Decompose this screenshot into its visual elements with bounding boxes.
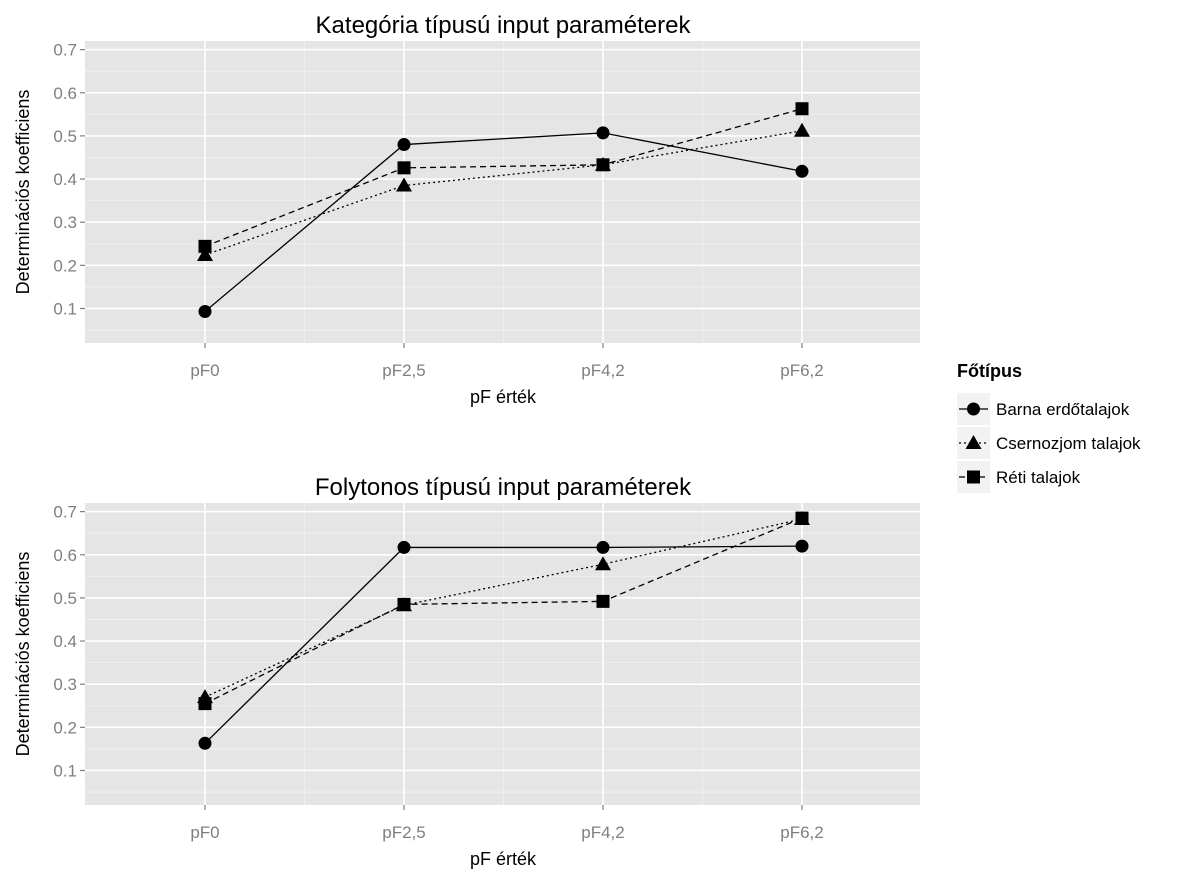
y-tick-label: 0.6 <box>53 546 77 565</box>
legend-key-square <box>967 470 980 484</box>
legend: Főtípus Barna erdőtalajok Csernozjom tala… <box>957 361 1141 493</box>
chart-panel-bottom: Folytonos típusú input paraméterek 0.10.… <box>13 474 920 869</box>
data-point-reti-talajok <box>795 102 809 116</box>
legend-item-barna-erdotalajok: Barna erdőtalajok <box>957 393 1130 425</box>
series-line-barna-erdotalajok-bottom <box>204 545 803 744</box>
x-tick-label: pF2,5 <box>382 361 425 380</box>
series-line-csernozjom-talajok-top <box>204 130 803 256</box>
data-point-reti-talajok <box>397 597 411 611</box>
legend-item-reti-talajok: Réti talajok <box>957 461 1081 493</box>
data-point-csernozjom-talajok <box>595 556 611 571</box>
x-tick-label: pF0 <box>190 361 219 380</box>
series-line-csernozjom-talajok-bottom <box>204 518 803 698</box>
x-tick-label: pF6,2 <box>780 823 823 842</box>
y-tick-label: 0.3 <box>53 675 77 694</box>
y-tick-label: 0.1 <box>53 299 77 318</box>
data-point-reti-talajok <box>198 697 212 711</box>
y-tick-label: 0.5 <box>53 127 77 146</box>
y-tick-label: 0.5 <box>53 589 77 608</box>
series-line-reti-talajok-bottom <box>204 517 803 705</box>
series-top <box>197 102 810 319</box>
data-point-csernozjom-talajok <box>396 177 412 192</box>
y-tick-label: 0.3 <box>53 213 77 232</box>
data-point-reti-talajok <box>596 594 610 608</box>
plot-area-top <box>85 41 920 343</box>
chart-title-bottom: Folytonos típusú input paraméterek <box>315 474 692 501</box>
data-point-reti-talajok <box>795 511 809 525</box>
y-axis-title-top: Determinációs koefficiens <box>13 90 33 295</box>
data-point-barna-erdotalajok <box>198 736 212 750</box>
y-tick-label: 0.7 <box>53 503 77 522</box>
legend-label: Réti talajok <box>996 468 1081 487</box>
y-tick-label: 0.1 <box>53 761 77 780</box>
data-point-barna-erdotalajok <box>596 540 610 554</box>
series-bottom <box>197 510 810 750</box>
chart-panel-top: Kategória típusú input paraméterek 0.10.… <box>13 12 920 407</box>
y-tick-label: 0.4 <box>53 632 77 651</box>
plot-area-bottom <box>85 503 920 805</box>
data-point-barna-erdotalajok <box>198 305 212 319</box>
x-axis-bottom: pF0 pF2,5 pF4,2 pF6,2 <box>190 805 824 842</box>
data-point-barna-erdotalajok <box>397 138 411 152</box>
legend-label: Csernozjom talajok <box>996 434 1141 453</box>
data-point-barna-erdotalajok <box>397 540 411 554</box>
y-axis-title-bottom: Determinációs koefficiens <box>13 552 33 757</box>
data-point-csernozjom-talajok <box>197 246 213 261</box>
legend-label: Barna erdőtalajok <box>996 400 1130 419</box>
chart-title-top: Kategória típusú input paraméterek <box>316 12 692 39</box>
legend-title: Főtípus <box>957 361 1022 381</box>
legend-key-triangle <box>965 435 982 449</box>
x-axis-title-top: pF érték <box>470 387 537 407</box>
grid-top <box>85 41 920 343</box>
x-tick-label: pF0 <box>190 823 219 842</box>
y-tick-label: 0.7 <box>53 41 77 60</box>
data-point-barna-erdotalajok <box>795 164 809 178</box>
data-point-reti-talajok <box>596 158 610 172</box>
data-point-barna-erdotalajok <box>795 539 809 553</box>
x-axis-title-bottom: pF érték <box>470 849 537 869</box>
x-axis-top: pF0 pF2,5 pF4,2 pF6,2 <box>190 343 824 380</box>
x-tick-label: pF2,5 <box>382 823 425 842</box>
y-tick-label: 0.2 <box>53 718 77 737</box>
data-point-reti-talajok <box>397 161 411 175</box>
legend-items: Barna erdőtalajok Csernozjom talajok Réti … <box>957 393 1141 493</box>
y-tick-label: 0.4 <box>53 170 77 189</box>
x-tick-label: pF4,2 <box>581 823 624 842</box>
series-line-barna-erdotalajok-top <box>204 132 803 313</box>
y-tick-label: 0.2 <box>53 256 77 275</box>
data-point-reti-talajok <box>198 239 212 253</box>
y-tick-label: 0.6 <box>53 84 77 103</box>
x-tick-label: pF4,2 <box>581 361 624 380</box>
y-axis-top: 0.1 0.2 0.3 0.4 0.5 0.6 0.7 <box>53 41 85 318</box>
series-line-reti-talajok-top <box>204 108 803 247</box>
grid-bottom <box>85 503 920 805</box>
y-axis-bottom: 0.1 0.2 0.3 0.4 0.5 0.6 0.7 <box>53 503 85 780</box>
legend-item-csernozjom-talajok: Csernozjom talajok <box>957 427 1141 459</box>
legend-key-circle <box>967 402 980 416</box>
data-point-csernozjom-talajok <box>794 122 810 137</box>
x-tick-label: pF6,2 <box>780 361 823 380</box>
data-point-barna-erdotalajok <box>596 126 610 140</box>
